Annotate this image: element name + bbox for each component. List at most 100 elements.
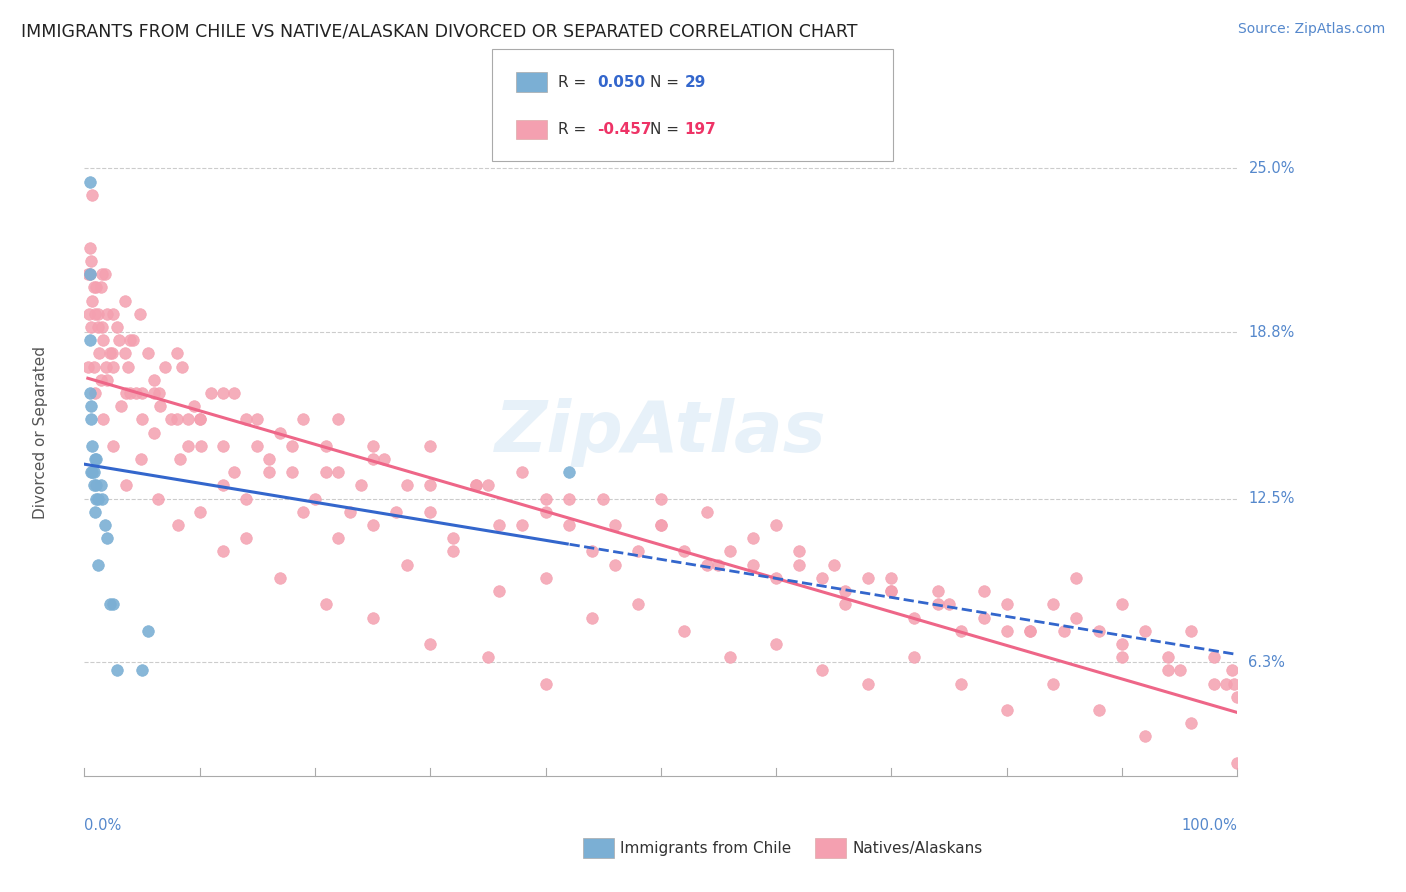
- Point: [153, 359, 176, 374]
- Text: 100.0%: 100.0%: [1181, 818, 1237, 833]
- Point: [257, 452, 280, 467]
- Point: [211, 386, 233, 401]
- Text: 0.0%: 0.0%: [84, 818, 121, 833]
- Point: [131, 412, 153, 426]
- Point: [94, 267, 117, 281]
- Point: [1018, 624, 1040, 638]
- Point: [765, 518, 787, 533]
- Point: [166, 346, 188, 360]
- Text: R =: R =: [558, 122, 592, 136]
- Point: [121, 333, 143, 347]
- Point: [188, 412, 211, 426]
- Point: [83, 452, 105, 467]
- Point: [1088, 703, 1111, 717]
- Point: [949, 624, 972, 638]
- Point: [98, 346, 121, 360]
- Point: [973, 584, 995, 599]
- Point: [257, 465, 280, 479]
- Point: [136, 624, 159, 638]
- Point: [188, 412, 211, 426]
- Text: 197: 197: [685, 122, 717, 136]
- Point: [77, 307, 100, 321]
- Point: [627, 544, 650, 558]
- Point: [419, 478, 441, 492]
- Point: [927, 598, 949, 612]
- Point: [79, 175, 101, 189]
- Point: [166, 412, 188, 426]
- Point: [627, 598, 650, 612]
- Text: 6.3%: 6.3%: [1249, 655, 1285, 670]
- Point: [811, 664, 834, 678]
- Point: [190, 439, 212, 453]
- Point: [834, 584, 856, 599]
- Text: R =: R =: [558, 75, 592, 89]
- Point: [101, 346, 124, 360]
- Point: [880, 584, 903, 599]
- Point: [1226, 756, 1249, 770]
- Text: ZipAtlas: ZipAtlas: [495, 398, 827, 467]
- Point: [512, 465, 534, 479]
- Point: [361, 452, 384, 467]
- Point: [80, 253, 103, 268]
- Point: [211, 544, 233, 558]
- Point: [90, 320, 112, 334]
- Point: [120, 333, 142, 347]
- Point: [315, 598, 337, 612]
- Point: [1018, 624, 1040, 638]
- Point: [465, 478, 488, 492]
- Point: [128, 307, 150, 321]
- Point: [707, 558, 730, 572]
- Point: [246, 439, 269, 453]
- Point: [1064, 571, 1087, 585]
- Point: [973, 610, 995, 624]
- Point: [91, 412, 114, 426]
- Point: [419, 505, 441, 519]
- Point: [858, 571, 880, 585]
- Point: [488, 584, 510, 599]
- Point: [441, 531, 464, 545]
- Point: [83, 359, 105, 374]
- Text: Source: ZipAtlas.com: Source: ZipAtlas.com: [1237, 22, 1385, 37]
- Point: [326, 465, 349, 479]
- Point: [80, 412, 103, 426]
- Text: 0.050: 0.050: [598, 75, 645, 89]
- Point: [177, 439, 200, 453]
- Point: [211, 478, 233, 492]
- Point: [718, 544, 741, 558]
- Point: [1042, 676, 1064, 690]
- Point: [361, 610, 384, 624]
- Point: [114, 293, 136, 308]
- Point: [1133, 624, 1156, 638]
- Point: [441, 544, 464, 558]
- Point: [995, 598, 1018, 612]
- Point: [142, 425, 165, 440]
- Point: [419, 439, 441, 453]
- Point: [1111, 650, 1133, 665]
- Point: [581, 610, 603, 624]
- Point: [84, 491, 107, 506]
- Point: [96, 359, 118, 374]
- Point: [87, 491, 110, 506]
- Point: [995, 703, 1018, 717]
- Point: [79, 241, 101, 255]
- Point: [89, 478, 111, 492]
- Text: 18.8%: 18.8%: [1249, 325, 1295, 340]
- Point: [592, 491, 614, 506]
- Text: 29: 29: [685, 75, 706, 89]
- Text: 12.5%: 12.5%: [1249, 491, 1295, 506]
- Point: [373, 452, 395, 467]
- Point: [477, 478, 499, 492]
- Point: [512, 518, 534, 533]
- Point: [938, 598, 960, 612]
- Point: [84, 452, 107, 467]
- Point: [534, 571, 557, 585]
- Point: [224, 386, 246, 401]
- Point: [125, 386, 148, 401]
- Point: [166, 518, 188, 533]
- Point: [80, 399, 103, 413]
- Point: [129, 452, 152, 467]
- Point: [142, 373, 165, 387]
- Point: [235, 412, 257, 426]
- Point: [650, 491, 672, 506]
- Point: [200, 386, 222, 401]
